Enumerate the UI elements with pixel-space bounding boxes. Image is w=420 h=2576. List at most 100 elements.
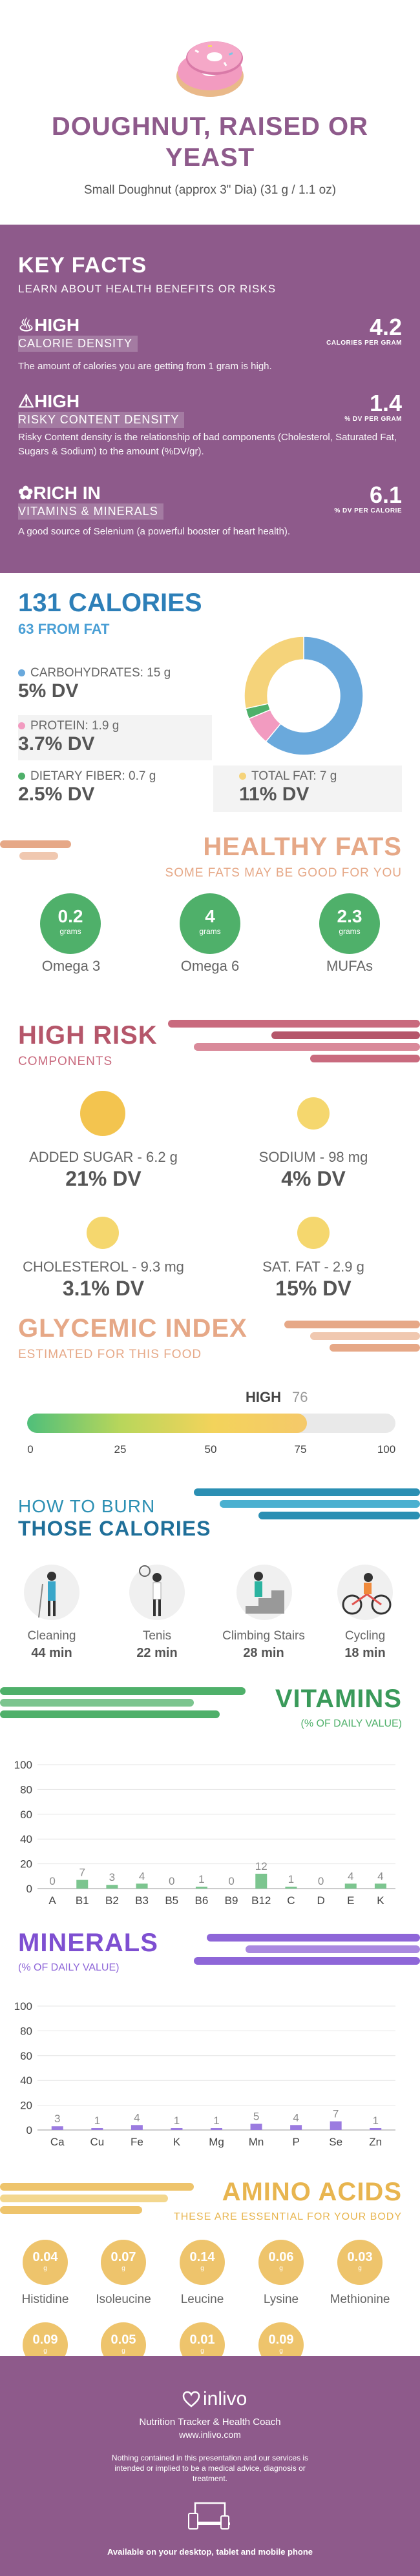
fat-name: Omega 6: [180, 958, 240, 974]
fat-value: 2.3: [337, 906, 362, 926]
decor-stripe: [220, 1500, 420, 1508]
nutrient-dv: 2.5% DV: [18, 784, 95, 805]
decor-stripe: [194, 1043, 420, 1051]
vitamins-value-label: 1: [198, 1873, 204, 1885]
fact-calorie-density: ♨HIGH CALORIE DENSITY The amount of calo…: [18, 315, 402, 374]
decor-stripe: [0, 1687, 246, 1695]
vitamins-y-tick: 40: [20, 1833, 32, 1845]
amino-unit: g: [279, 2348, 283, 2355]
amino-unit: g: [43, 2265, 47, 2272]
minerals-value-label: 5: [253, 2110, 259, 2122]
nutrient-carbs: CARBOHYDRATES: 15 g 5% DV: [18, 666, 171, 702]
amino-name: Histidine: [21, 2293, 69, 2306]
decor-stripe: [207, 1934, 420, 1942]
inlivo-heart-icon: [182, 2391, 200, 2408]
vitamins-category-label: B6: [195, 1894, 209, 1907]
amino-subtitle: THESE ARE ESSENTIAL FOR YOUR BODY: [173, 2211, 402, 2222]
vitamins-category-label: E: [347, 1894, 354, 1907]
vitamins-category-label: B2: [105, 1894, 119, 1907]
minerals-title: MINERALS: [18, 1929, 158, 1957]
protein-dot: [18, 722, 25, 730]
nutrient-fiber: DIETARY FIBER: 0.7 g 2.5% DV: [18, 769, 156, 806]
fact-risky-content: ⚠HIGH RISKY CONTENT DENSITY Risky Conten…: [18, 391, 402, 459]
smiley-icon: [297, 1217, 330, 1249]
footer-url[interactable]: www.inlivo.com: [179, 2429, 241, 2440]
fat-value: 0.2: [58, 906, 83, 926]
vitamins-subtitle: (% OF DAILY VALUE): [300, 1718, 402, 1729]
amino-name: Lysine: [263, 2293, 299, 2306]
minerals-bar-chart: 0 20 40 60 80 100 3 Ca 1 Cu 4 Fe 1 K 1 Mg 5 Mn 4 P 7 Se 1 Zn: [14, 2000, 395, 2148]
fact-name: VITAMINS & MINERALS: [18, 505, 158, 518]
amino-value: 0.07: [110, 2250, 136, 2264]
risk-label: CHOLESTEROL - 9.3 mg: [23, 1259, 184, 1275]
minerals-bar-mg: [211, 2128, 222, 2130]
fat-unit: grams: [339, 927, 361, 936]
hero-title: DOUGHNUT, RAISED OR YEAST: [51, 112, 369, 172]
mufa-badge: 2.3 grams: [319, 893, 380, 954]
minerals-category-label: Mn: [249, 2136, 264, 2148]
footer-disclaimer: Nothing contained in this presentation a…: [111, 2453, 309, 2483]
gi-value: 76: [292, 1389, 308, 1405]
decor-stripe: [0, 2206, 142, 2214]
nutrient-label: CARBOHYDRATES: 15 g: [30, 666, 171, 680]
decor-stripe: [284, 1321, 420, 1328]
minerals-y-tick: 40: [20, 2074, 32, 2087]
decor-stripe: [0, 1699, 194, 1707]
minerals-value-label: 7: [333, 2108, 339, 2120]
nutrient-dv: 5% DV: [18, 680, 79, 702]
vitamins-value-label: 1: [288, 1873, 294, 1885]
vitamins-category-label: D: [317, 1894, 324, 1907]
minerals-value-label: 4: [134, 2111, 140, 2124]
vitamins-category-label: B5: [165, 1894, 178, 1907]
calories-from-fat: 63 FROM FAT: [18, 621, 110, 637]
omega3-badge: 0.2 grams: [40, 893, 101, 954]
fact-unit: CALORIES PER GRAM: [326, 340, 402, 347]
amino-unit: g: [200, 2265, 204, 2272]
fat-value: 4: [205, 906, 215, 926]
smiley-icon: [80, 1091, 125, 1136]
key-facts-subtitle: LEARN ABOUT HEALTH BENEFITS OR RISKS: [18, 283, 277, 295]
vitamins-category-label: B9: [225, 1894, 238, 1907]
risk-label: ADDED SUGAR - 6.2 g: [29, 1149, 178, 1165]
vitamins-bar-chart: 0 20 40 60 80 100 0 A 7 B1 3 B2 4 B3 0 B5 1 B6 0 B9 12 B12 1 C 0…: [14, 1759, 395, 1907]
amino-unit: g: [358, 2265, 362, 2272]
amino-value: 0.04: [32, 2250, 58, 2264]
minerals-y-tick: 0: [26, 2124, 32, 2136]
doughnut-icon: [176, 41, 244, 97]
fat-name: MUFAs: [326, 958, 373, 974]
fact-description: Risky Content density is the relationshi…: [18, 432, 397, 457]
vitamins-title: VITAMINS: [275, 1685, 402, 1713]
amino-name: Leucine: [180, 2293, 224, 2306]
fact-value: 1.4: [369, 390, 402, 416]
vitamins-bar-b2: [106, 1885, 118, 1889]
minerals-bar-zn: [370, 2128, 382, 2130]
amino-value: 0.09: [32, 2333, 58, 2347]
fact-name: RISKY CONTENT DENSITY: [18, 413, 180, 426]
vitamins-bar-c: [285, 1887, 297, 1889]
minerals-category-label: K: [173, 2136, 181, 2148]
glycemic-subtitle: ESTIMATED FOR THIS FOOD: [18, 1348, 202, 1361]
amino-badge: 0.14 g: [180, 2240, 225, 2285]
minerals-y-tick: 100: [14, 2000, 32, 2013]
smiley-icon: [297, 1097, 330, 1130]
minerals-bar-mn: [250, 2124, 262, 2130]
nutrient-label: TOTAL FAT: 7 g: [251, 769, 337, 783]
fact-description: The amount of calories you are getting f…: [18, 361, 272, 372]
leaf-icon: ✿: [18, 483, 34, 503]
high-risk-title: HIGH RISK: [18, 1021, 158, 1050]
vitamins-category-label: B3: [135, 1894, 149, 1907]
burn-activity-name: Cycling: [344, 1629, 386, 1643]
activity-figures: [38, 1565, 392, 1618]
risk-dv: 3.1% DV: [62, 1277, 145, 1300]
carbs-dot: [18, 669, 25, 677]
minerals-bar-ca: [51, 2126, 63, 2130]
decor-stripe: [0, 2195, 168, 2202]
minerals-category-label: Fe: [131, 2136, 143, 2148]
vitamins-value-label: 3: [109, 1871, 115, 1883]
vitamins-bar-k: [374, 1883, 386, 1889]
vitamins-category-label: B1: [76, 1894, 89, 1907]
risk-dv: 21% DV: [65, 1167, 142, 1190]
amino-unit: g: [43, 2348, 47, 2355]
smiley-icon: [87, 1217, 119, 1249]
amino-value: 0.06: [268, 2250, 294, 2264]
